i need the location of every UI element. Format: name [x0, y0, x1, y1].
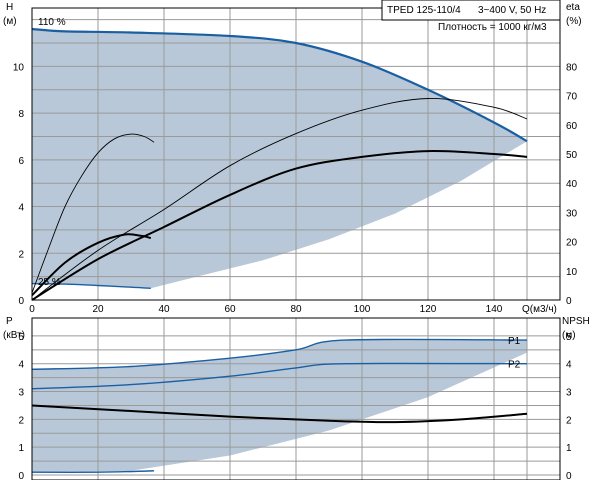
npsh-tick-label: 3 [566, 388, 572, 399]
x-axis-label: Q(м3/ч) [522, 304, 557, 315]
power-axis-label: P [6, 316, 13, 327]
power-tick-label: 2 [18, 415, 24, 426]
bottom-series-line-3 [31, 470, 155, 473]
x-tick-label: 100 [354, 304, 371, 315]
x-tick-label: 80 [290, 304, 302, 315]
npsh-tick-label: 2 [566, 415, 572, 426]
power-tick-label: 0 [18, 471, 24, 480]
bottom-left-axis-ticks: 0 1 2 3 4 5 [18, 332, 24, 480]
pump-model: TPED 125-110/4 [387, 5, 461, 16]
y2-tick-label: 80 [566, 62, 578, 73]
power-npsh-panel: 0 1 2 3 4 5 0 1 2 3 4 5 P (кВт) NPSH (м) P1 P2 [3, 316, 590, 480]
x-tick-label: 20 [92, 304, 104, 315]
y2-tick-label: 20 [566, 238, 578, 249]
npsh-tick-label: 4 [566, 360, 572, 371]
bottom-series-line-1 [31, 362, 528, 390]
speed-label-max: 110 % [38, 17, 66, 28]
speed-label-min: 25 % [38, 277, 61, 288]
bottom-right-axis-ticks: 0 1 2 3 4 5 [566, 332, 572, 480]
y2-tick-label: 60 [566, 121, 578, 132]
bottom-series-line-2 [31, 404, 528, 424]
top-series-line-3 [31, 150, 528, 301]
y-tick-label: 2 [18, 249, 24, 260]
pump-supply: 3~400 V, 50 Hz [478, 5, 546, 16]
power-tick-label: 1 [18, 443, 24, 454]
top-series-line-2 [31, 98, 528, 301]
top-operating-range [32, 29, 527, 289]
npsh-axis-unit: (м) [562, 330, 576, 341]
npsh-tick-label: 0 [566, 471, 572, 480]
series-label-p1: P1 [508, 336, 521, 347]
y-tick-label: 4 [18, 203, 24, 214]
top-right-axis-ticks: 0 10 20 30 40 50 60 70 80 [566, 62, 578, 307]
y2-tick-label: 0 [566, 296, 572, 307]
header-box: TPED 125-110/4 3~400 V, 50 Hz Плотность … [381, 0, 561, 33]
npsh-tick-label: 1 [566, 443, 572, 454]
y-tick-label: 6 [18, 156, 24, 167]
max-speed-curve [31, 27, 528, 143]
npsh-axis-label: NPSH [562, 316, 590, 327]
x-tick-label: 40 [158, 304, 170, 315]
power-tick-label: 4 [18, 360, 24, 371]
min-speed-curve [31, 282, 151, 289]
series-label-p2: P2 [508, 360, 521, 371]
x-axis-ticks: 0 20 40 60 80 100 120 140 [29, 304, 503, 315]
y-tick-label: 0 [18, 296, 24, 307]
x-tick-label: 0 [29, 304, 35, 315]
y-axis-label: H [6, 2, 13, 13]
y2-tick-label: 10 [566, 267, 578, 278]
y2-tick-label: 40 [566, 179, 578, 190]
x-tick-label: 120 [420, 304, 437, 315]
bottom-plot-frame [31, 317, 561, 480]
head-efficiency-panel: 0 2 4 6 8 10 0 10 20 30 40 50 60 70 80 0 20 40 60 80 100 12… [3, 0, 582, 315]
y2-axis-unit: (%) [566, 16, 582, 27]
y2-tick-label: 70 [566, 92, 578, 103]
y-axis-unit: (м) [3, 16, 17, 27]
power-tick-label: 5 [18, 332, 24, 343]
fluid-density: Плотность = 1000 кг/м3 [438, 22, 547, 33]
npsh-tick-label: 5 [566, 332, 572, 343]
y-tick-label: 8 [18, 109, 24, 120]
y2-axis-label: eta [566, 2, 580, 13]
bottom-series-line-0 [31, 338, 528, 370]
top-left-axis-ticks: 0 2 4 6 8 10 [13, 62, 25, 307]
x-tick-label: 140 [486, 304, 503, 315]
top-series-group [31, 98, 528, 301]
top-plot-frame [31, 7, 561, 301]
power-tick-label: 3 [18, 388, 24, 399]
power-axis-unit: (кВт) [3, 330, 25, 341]
x-tick-label: 60 [224, 304, 236, 315]
y2-tick-label: 50 [566, 150, 578, 161]
top-series-line-0 [31, 133, 155, 294]
bottom-series-group [31, 338, 528, 473]
y-tick-label: 10 [13, 62, 25, 73]
top-series-line-1 [31, 233, 152, 297]
y2-tick-label: 30 [566, 208, 578, 219]
